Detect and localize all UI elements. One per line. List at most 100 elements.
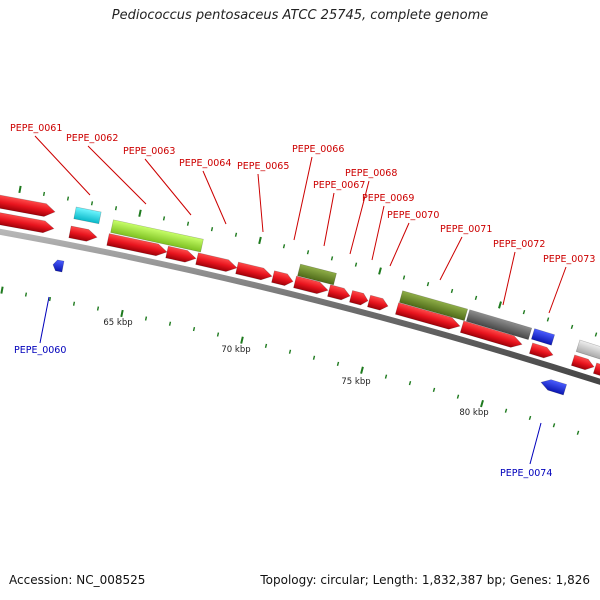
label-leader-line [202, 170, 227, 225]
scale-tick [576, 430, 580, 435]
scale-tick [336, 361, 340, 367]
scale-tick [114, 206, 118, 211]
scale-tick [528, 415, 532, 421]
label-leader-line [87, 145, 147, 205]
kbp-label: 80 kbp [459, 408, 488, 418]
scale-tick [0, 286, 4, 294]
gene-label[interactable]: PEPE_0070 [387, 210, 439, 221]
scale-tick [330, 256, 334, 261]
label-leader-line [548, 266, 567, 314]
scale-ticks [0, 185, 598, 435]
gene-labels: 65 kbp 70 kbp 75 kbp 80 kbp PEPE_0060 PEPE_00… [10, 123, 595, 479]
scale-tick [264, 343, 268, 348]
cds-arrow [0, 208, 55, 234]
cds-arrow [68, 225, 98, 242]
gene-label[interactable]: PEPE_0063 [123, 146, 175, 157]
gray-box [575, 339, 600, 361]
gene-label[interactable]: PEPE_0069 [362, 193, 414, 204]
label-leader-line [502, 251, 516, 306]
cds-arrow [570, 354, 595, 371]
cds-arrow [327, 284, 351, 301]
scale-tick [552, 423, 556, 428]
scale-tick [282, 244, 286, 249]
label-leader-line [389, 222, 410, 267]
kbp-label: 65 kbp [103, 318, 132, 328]
cds-arrow [195, 252, 238, 272]
gene-label[interactable]: PEPE_0064 [179, 158, 231, 169]
scale-tick [138, 209, 142, 217]
label-leader-line [293, 156, 313, 241]
scale-tick [408, 381, 412, 386]
scale-tick [72, 301, 76, 306]
kbp-label: 75 kbp [341, 377, 370, 387]
scale-tick [384, 374, 388, 379]
label-leader-line [34, 135, 91, 196]
topology-text: Topology: circular; Length: 1,832,387 bp… [260, 573, 590, 587]
scale-tick [480, 399, 484, 408]
repeat-box [531, 328, 555, 346]
scale-tick [498, 301, 502, 309]
label-leader-line [39, 296, 50, 344]
accession-text: Accession: NC_008525 [9, 573, 146, 587]
scale-tick [120, 309, 124, 318]
label-leader-line [529, 422, 542, 465]
gene-features [0, 193, 600, 396]
cds-arrow [235, 261, 273, 281]
label-leader-line [371, 205, 385, 261]
rrna-box [110, 219, 204, 253]
scale-tick [504, 408, 508, 413]
gene-label[interactable]: PEPE_0068 [345, 168, 397, 179]
scale-tick [258, 236, 262, 245]
scale-tick [24, 292, 28, 297]
scale-tick [18, 185, 22, 194]
map-title: Pediococcus pentosaceus ATCC 25745, comp… [111, 8, 489, 23]
cds-arrow [459, 320, 523, 348]
scale-tick [426, 282, 430, 287]
scale-tick [474, 295, 478, 300]
cds-arrow [293, 275, 329, 294]
label-leader-line [144, 158, 192, 216]
gene-label[interactable]: PEPE_0061 [10, 123, 62, 134]
gene-label[interactable]: PEPE_0072 [493, 239, 545, 250]
cds-arrow [592, 362, 600, 377]
scale-tick [312, 355, 316, 360]
trna-box [73, 206, 102, 225]
scale-tick [162, 216, 166, 221]
scale-tick [144, 316, 148, 321]
scale-tick [42, 191, 46, 197]
cds-arrow [0, 193, 56, 217]
label-leader-line [323, 192, 335, 247]
misc-box [399, 290, 468, 321]
gene-label[interactable]: PEPE_0067 [313, 180, 365, 191]
scale-tick [192, 326, 196, 332]
gene-label[interactable]: PEPE_0065 [237, 161, 289, 172]
scale-tick [210, 227, 214, 232]
label-leader-line [439, 236, 463, 281]
cds-arrow [367, 294, 389, 311]
misc-box [297, 263, 337, 286]
scale-tick [90, 201, 94, 206]
scale-tick [306, 250, 310, 255]
scale-tick [522, 310, 526, 315]
gene-label[interactable]: PEPE_0062 [66, 133, 118, 144]
cds-arrow [349, 290, 369, 306]
minus-strand-gene [540, 379, 568, 396]
genome-backbone [0, 228, 600, 385]
kbp-label: 70 kbp [221, 345, 250, 355]
scale-tick [96, 306, 100, 311]
gray-box [465, 309, 533, 340]
gene-label[interactable]: PEPE_0074 [500, 468, 552, 479]
gene-label[interactable]: PEPE_0071 [440, 224, 492, 235]
cds-arrow [271, 270, 294, 286]
scale-tick [168, 321, 172, 326]
label-leader-line [257, 173, 264, 233]
gene-label[interactable]: PEPE_0073 [543, 254, 595, 265]
gene-label[interactable]: PEPE_0060 [14, 345, 66, 356]
cds-arrow [395, 302, 461, 330]
scale-tick [546, 317, 550, 322]
scale-tick [450, 288, 454, 294]
scale-tick [216, 332, 220, 337]
scale-tick [66, 196, 70, 201]
gene-label[interactable]: PEPE_0066 [292, 144, 344, 155]
